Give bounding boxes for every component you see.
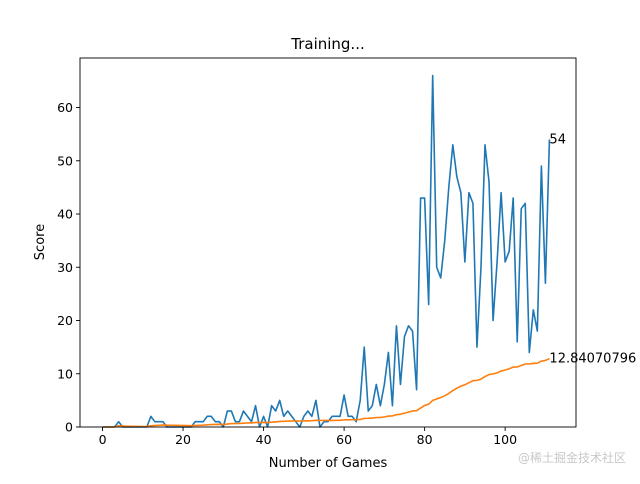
x-axis: 0 20 40 60 80 100 (99, 427, 517, 447)
y-tick-label-50: 50 (57, 153, 73, 168)
x-tick-label-80: 80 (417, 432, 433, 447)
watermark: @稀土掘金技术社区 (517, 451, 626, 465)
x-tick-label-100: 100 (493, 432, 517, 447)
y-tick-label-60: 60 (57, 100, 73, 115)
y-tick-label-10: 10 (57, 366, 73, 381)
x-axis-label: Number of Games (269, 456, 388, 471)
y-tick-label-0: 0 (65, 420, 73, 435)
chart-title: Training... (290, 35, 365, 53)
x-tick-label-20: 20 (175, 432, 191, 447)
y-axis-label: Score (33, 224, 48, 260)
axes-frame (79, 57, 577, 428)
score-end-label: 54 (549, 132, 566, 147)
y-tick-label-30: 30 (57, 260, 73, 275)
y-axis: 0 10 20 30 40 50 60 (57, 100, 80, 435)
mean-series-line (102, 357, 550, 428)
y-tick-label-40: 40 (57, 207, 73, 222)
x-tick-label-40: 40 (256, 432, 272, 447)
score-series-line (102, 74, 551, 428)
plot-area: 54 12.84070796 (102, 74, 636, 428)
y-tick-label-20: 20 (57, 313, 73, 328)
x-tick-label-60: 60 (336, 432, 352, 447)
mean-end-label: 12.84070796 (549, 352, 636, 367)
x-tick-label-0: 0 (99, 432, 107, 447)
